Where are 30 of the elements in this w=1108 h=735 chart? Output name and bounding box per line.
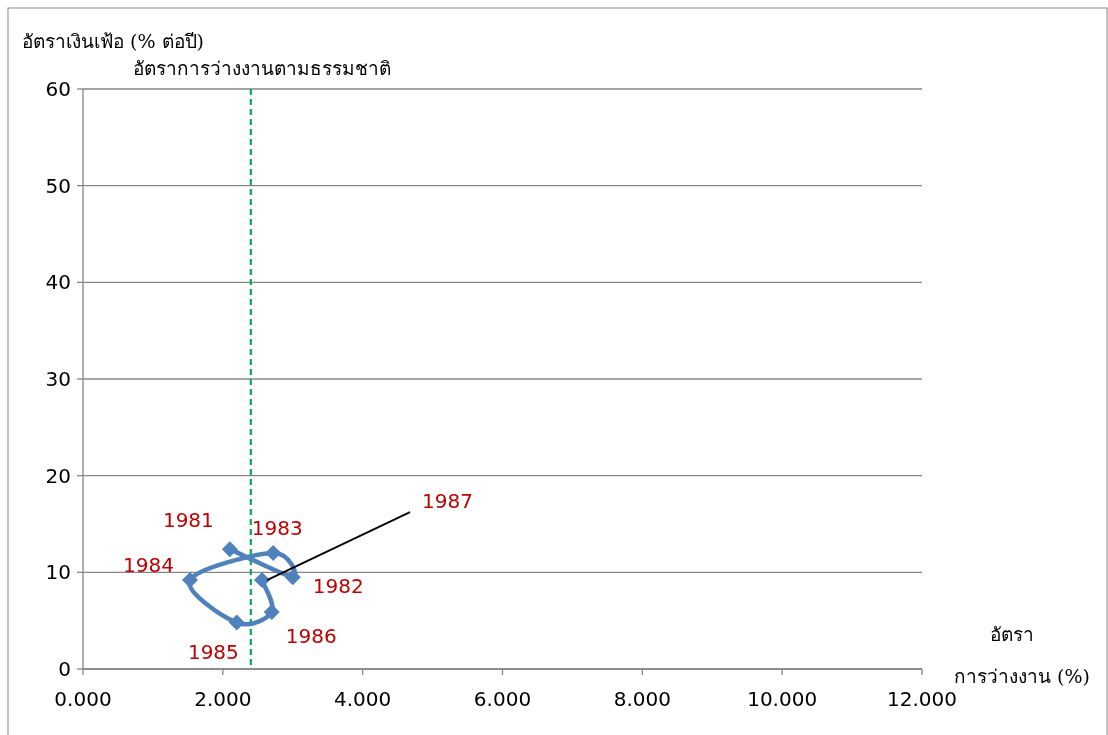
annotation: 1982	[312, 574, 364, 599]
point	[221, 541, 238, 558]
annotation: 1985	[187, 639, 239, 664]
point	[265, 545, 282, 561]
y-tick-label: 60	[45, 77, 71, 101]
point	[228, 614, 245, 631]
y-tick-label: 50	[45, 173, 71, 198]
annotation: 1987	[421, 489, 473, 514]
annotation: 1983	[251, 516, 303, 540]
y-tick-label: 10	[45, 560, 71, 585]
x-tick-label: 8.000	[613, 687, 671, 711]
ref-line-label: อัตราการว่างงานตามธรรมชาติ	[132, 57, 391, 79]
point	[253, 572, 270, 589]
x-tick-label: 10.000	[747, 687, 818, 711]
y-axis-title: อัตราเงินเฟ้อ (% ต่อปี)	[22, 30, 204, 52]
y-tick-label: 30	[45, 367, 71, 391]
x-tick-label: 0.000	[54, 687, 112, 711]
y-tick-label: 0	[58, 657, 71, 681]
point	[263, 603, 280, 620]
x-tick-label: 6.000	[473, 687, 532, 711]
x-tick-label: 12.000	[887, 687, 957, 711]
annotation: 1984	[123, 553, 174, 578]
y-tick-label: 40	[45, 270, 71, 295]
x-axis-title: อัตรา การว่างงาน (%)	[954, 623, 1090, 687]
x-tick-label: 4.000	[334, 687, 392, 711]
x-tick-label: 2.000	[194, 687, 252, 711]
annotation: 1986	[285, 623, 337, 648]
annotation: 1981	[162, 508, 214, 533]
y-tick-label: 20	[45, 463, 71, 488]
point	[284, 569, 301, 586]
